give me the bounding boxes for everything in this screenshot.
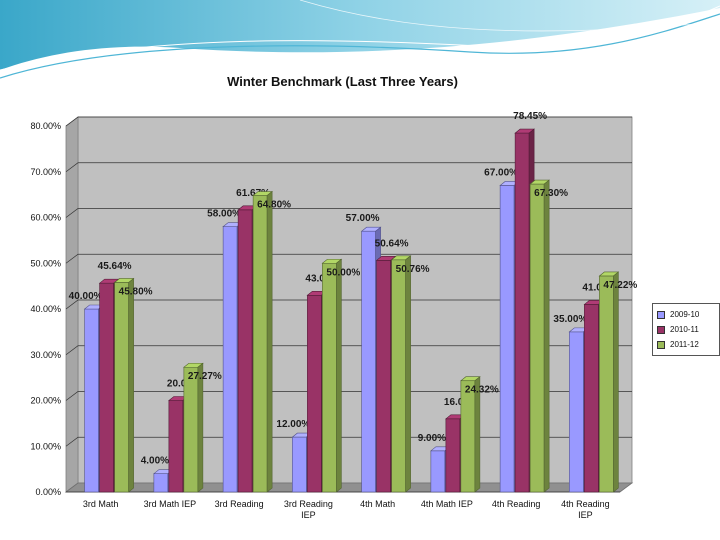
chart-legend: 2009-10 2010-11 2011-12: [652, 303, 720, 356]
data-label: 40.00%: [69, 291, 103, 302]
y-gridline: [65, 116, 632, 127]
bar-2010-11-3: [237, 209, 253, 493]
bar-side-2011-12-2: [197, 362, 204, 493]
legend-entry-2009-10: 2009-10: [657, 307, 715, 322]
legend-swatch-2009-10: [657, 310, 665, 319]
bar-2010-11-2: [168, 400, 184, 493]
bar-2009-10-3: [222, 226, 238, 493]
data-label: 47.22%: [603, 280, 637, 291]
y-tick-label: 60.00%: [30, 213, 61, 223]
y-tick-label: 40.00%: [30, 304, 61, 314]
bar-2009-10-5: [361, 230, 376, 493]
bar-side-2011-12-8: [613, 271, 619, 493]
data-label: 24.32%: [465, 385, 499, 396]
bar-2010-11-4: [307, 294, 322, 493]
y-tick-label: 20.00%: [30, 396, 61, 406]
legend-swatch-2011-12: [657, 340, 665, 349]
data-label: 45.64%: [98, 261, 132, 272]
y-gridline: [65, 345, 632, 356]
bar-2011-12-7: [529, 183, 545, 493]
data-label: 27.27%: [188, 371, 222, 382]
bar-2009-10-4: [292, 436, 307, 493]
data-label: 78.45%: [513, 111, 547, 122]
data-label: 50.00%: [326, 267, 360, 278]
y-tick-label: 50.00%: [30, 258, 61, 268]
x-tick-label: 4th Reading IEP: [561, 499, 610, 520]
legend-entry-2010-11: 2010-11: [657, 322, 715, 337]
bar-side-2011-12-6: [474, 376, 481, 493]
bar-side-2011-12-3: [266, 190, 273, 493]
bar-2011-12-3: [252, 195, 268, 493]
x-tick-label: 3rd Reading IEP: [284, 499, 333, 520]
y-gridline: [65, 162, 632, 173]
bar-2011-12-5: [391, 259, 406, 493]
data-label: 64.80%: [257, 200, 291, 211]
data-label: 35.00%: [553, 314, 587, 325]
legend-label-2010-11: 2010-11: [670, 325, 699, 334]
data-label: 12.00%: [276, 419, 310, 430]
data-label: 57.00%: [346, 213, 380, 224]
y-gridline: [65, 208, 632, 218]
bar-2010-11-5: [376, 260, 391, 493]
bar-2011-12-4: [322, 262, 337, 493]
x-tick-label: 3rd Reading: [215, 499, 264, 509]
bar-2009-10-1: [84, 308, 99, 493]
data-label: 67.30%: [534, 188, 568, 199]
bar-2010-11-7: [514, 132, 530, 493]
bar-2010-11-8: [584, 304, 599, 493]
bar-2009-10-2: [153, 473, 169, 493]
data-label: 58.00%: [207, 209, 241, 220]
legend-entry-2011-12: 2011-12: [657, 337, 715, 352]
legend-swatch-2010-11: [657, 325, 665, 334]
bar-2009-10-6: [430, 450, 446, 493]
data-label: 45.80%: [119, 286, 153, 297]
y-tick-label: 0.00%: [35, 487, 61, 497]
y-tick-label: 80.00%: [30, 121, 61, 131]
bar-2010-11-6: [445, 418, 461, 493]
data-label: 61.67%: [236, 188, 270, 199]
bar-side-2011-12-7: [543, 179, 550, 493]
data-label: 4.00%: [141, 456, 169, 467]
legend-label-2011-12: 2011-12: [670, 340, 699, 349]
bar-2011-12-1: [114, 282, 129, 493]
data-label: 9.00%: [418, 433, 446, 444]
x-tick-label: 4th Math: [360, 499, 395, 509]
bar-side-2011-12-5: [405, 255, 411, 493]
data-label: 50.64%: [375, 238, 409, 249]
chart-title: Winter Benchmark (Last Three Years): [227, 74, 458, 89]
bar-2010-11-1: [99, 282, 114, 493]
bar-2011-12-2: [183, 366, 199, 493]
bar-2011-12-8: [599, 275, 614, 493]
legend-label-2009-10: 2009-10: [670, 310, 700, 319]
x-tick-label: 4th Math IEP: [421, 499, 473, 509]
y-gridline: [65, 299, 632, 310]
data-label: 50.76%: [396, 264, 430, 275]
data-label: 67.00%: [484, 167, 518, 178]
x-tick-label: 3rd Math: [83, 499, 119, 509]
slide-header-decoration: [0, 0, 720, 79]
y-tick-label: 10.00%: [30, 441, 61, 451]
y-tick-label: 30.00%: [30, 350, 61, 360]
x-tick-label: 3rd Math IEP: [144, 499, 197, 509]
x-tick-label: 4th Reading: [492, 499, 541, 509]
bar-side-2011-12-4: [336, 258, 342, 493]
bar-2009-10-7: [499, 185, 515, 493]
y-gridline: [65, 253, 632, 264]
bar-2011-12-6: [460, 380, 476, 493]
bar-side-2011-12-1: [128, 277, 134, 493]
bar-2009-10-8: [569, 331, 584, 493]
y-gridline: [65, 391, 632, 401]
y-tick-label: 70.00%: [30, 167, 61, 177]
